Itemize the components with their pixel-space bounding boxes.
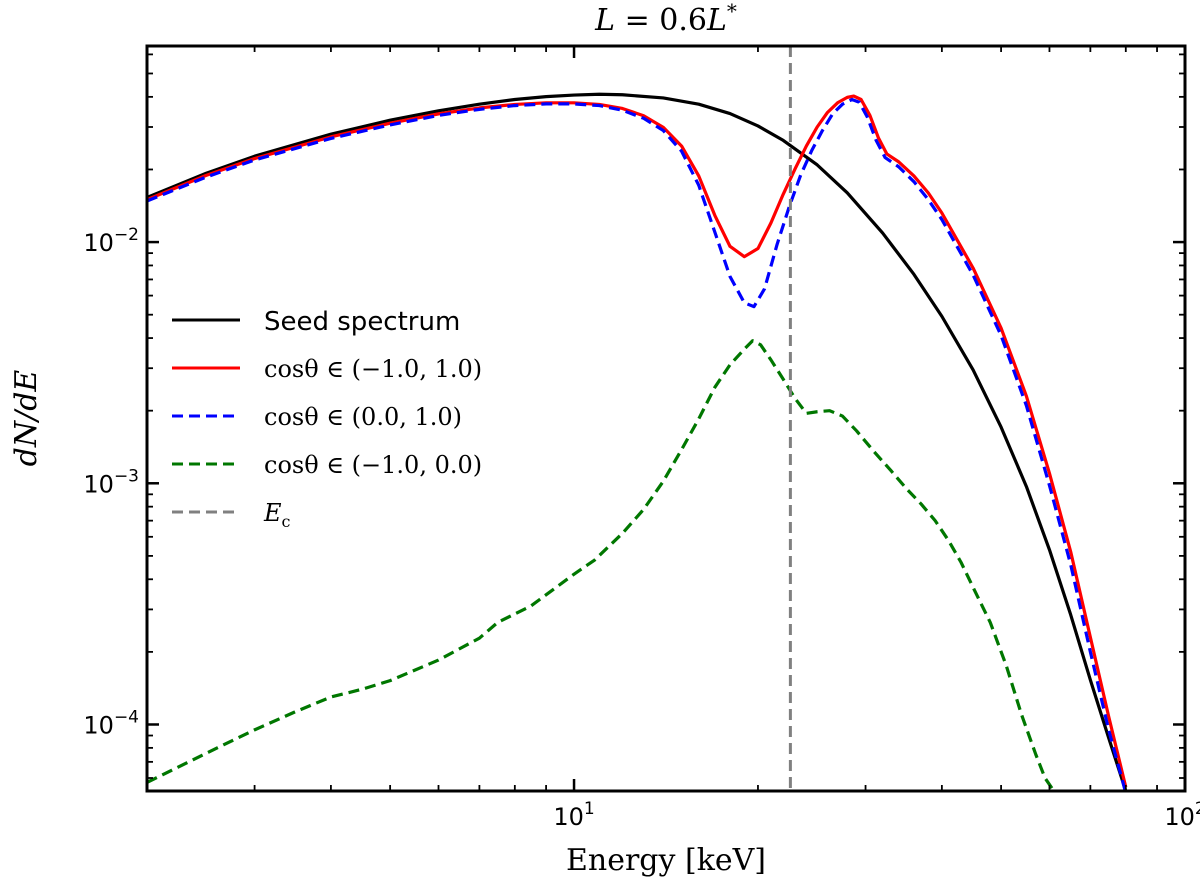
ticks-layer: 101 102 10−4 10−3 10−2	[83, 46, 1200, 831]
y-axis-label: dN/dE	[9, 370, 44, 467]
y-tick-label: 10−3	[83, 466, 139, 498]
title-l2: L	[706, 3, 727, 38]
series-cos-full-range-line	[147, 94, 1128, 788]
legend-label-ec: Ec	[263, 499, 291, 531]
series-layer	[147, 46, 1128, 791]
legend: Seed spectrum cosθ ∈ (−1.0, 1.0) cosθ ∈ …	[172, 307, 482, 531]
chart-title: L = 0.6L*	[594, 0, 737, 38]
series-cos-positive-range-line	[147, 97, 1127, 791]
legend-label-red: cosθ ∈ (−1.0, 1.0)	[264, 355, 482, 383]
legend-label-seed: Seed spectrum	[264, 307, 460, 337]
x-axis-label: Energy [keV]	[566, 843, 766, 878]
series-cos-negative-range-line	[147, 339, 1056, 791]
series-seed-spectrum-line	[147, 92, 1128, 791]
x-tick-label: 101	[553, 799, 594, 831]
title-eq: = 0.6	[615, 3, 707, 38]
title-l1: L	[594, 3, 615, 38]
ec-sub: c	[282, 512, 291, 531]
legend-label-green: cosθ ∈ (−1.0, 0.0)	[264, 451, 482, 479]
legend-label-blue: cosθ ∈ (0.0, 1.0)	[264, 403, 462, 431]
ec-base: E	[263, 499, 282, 527]
plot-frame	[145, 44, 1187, 793]
x-tick-label: 102	[1164, 799, 1200, 831]
title-sup: *	[727, 0, 737, 23]
y-tick-label: 10−2	[83, 225, 139, 257]
y-tick-label: 10−4	[83, 707, 139, 739]
